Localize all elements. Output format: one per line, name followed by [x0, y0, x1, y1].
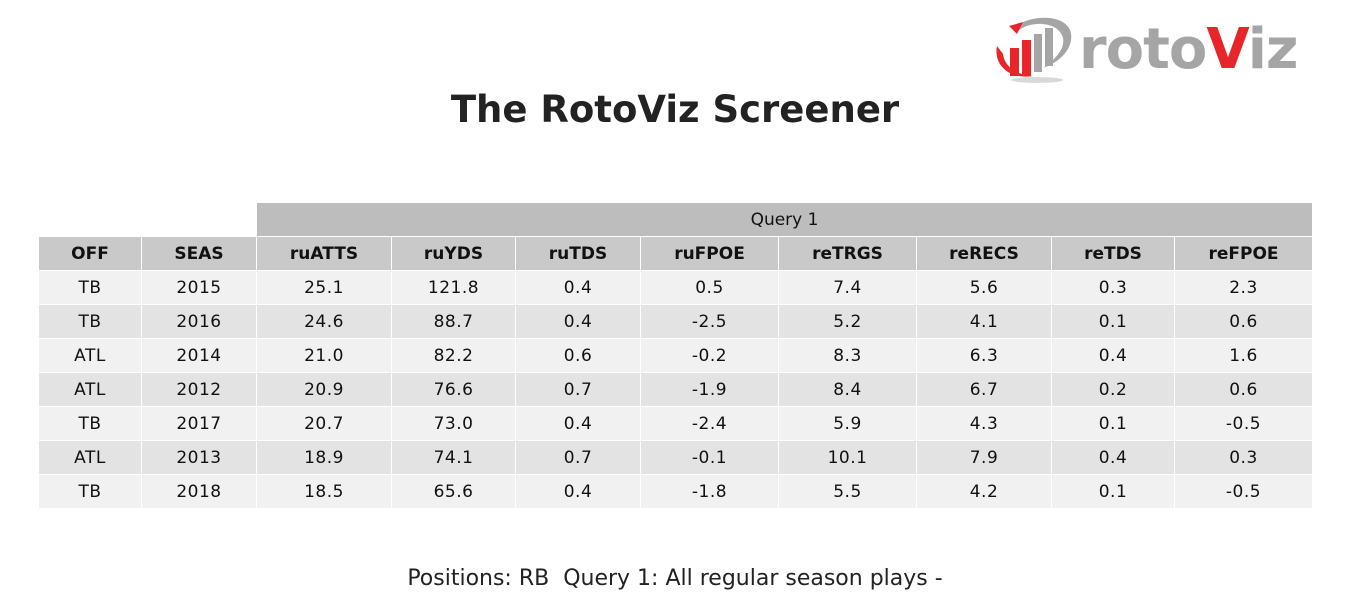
column-header-row: OFF SEAS ruATTS ruYDS ruTDS ruFPOE reTRGS reREC… [38, 236, 1314, 271]
table-cell: 0.4 [1051, 338, 1175, 373]
table-cell: -2.5 [640, 304, 779, 339]
table-cell: 0.6 [515, 338, 641, 373]
table-cell: 0.4 [515, 304, 641, 339]
table-cell: -0.1 [640, 440, 779, 475]
table-cell: ATL [38, 372, 142, 407]
column-header: ruATTS [256, 236, 392, 271]
column-header: ruTDS [515, 236, 641, 271]
table-cell: ATL [38, 338, 142, 373]
table-row: ATL 2012 20.9 76.6 0.7 -1.9 8.4 6.7 0.2 0.6 [38, 372, 1314, 407]
table-cell: 0.2 [1051, 372, 1175, 407]
table-row: TB 2015 25.1 121.8 0.4 0.5 7.4 5.6 0.3 2.3 [38, 270, 1314, 305]
table-cell: 2012 [141, 372, 257, 407]
table-cell: 18.9 [256, 440, 392, 475]
table-cell: 8.3 [778, 338, 917, 373]
column-header: ruYDS [391, 236, 516, 271]
table-cell: 6.3 [916, 338, 1052, 373]
column-header: OFF [38, 236, 142, 271]
table-cell: 24.6 [256, 304, 392, 339]
screener-table: Query 1 OFF SEAS ruATTS ruYDS ruTDS ruFPOE reT… [38, 202, 1314, 509]
column-header: reFPOE [1173, 236, 1314, 271]
table-cell: 0.3 [1173, 440, 1314, 475]
table-cell: 74.1 [391, 440, 516, 475]
table-cell: 0.7 [515, 440, 641, 475]
table-cell: 5.9 [778, 406, 917, 441]
table-cell: 1.6 [1173, 338, 1314, 373]
table-cell: ATL [38, 440, 142, 475]
table-row: TB 2017 20.7 73.0 0.4 -2.4 5.9 4.3 0.1 -0.5 [38, 406, 1314, 441]
table-row: TB 2018 18.5 65.6 0.4 -1.8 5.5 4.2 0.1 -0.5 [38, 474, 1314, 509]
table-cell: -2.4 [640, 406, 779, 441]
column-header: reRECS [916, 236, 1052, 271]
column-header: reTDS [1051, 236, 1175, 271]
table-cell: TB [38, 270, 142, 305]
table-cell: 82.2 [391, 338, 516, 373]
rotoviz-logo: rotoViz [993, 14, 1298, 86]
footer-note: Positions: RB Query 1: All regular seaso… [407, 566, 943, 591]
table-row: TB 2016 24.6 88.7 0.4 -2.5 5.2 4.1 0.1 0.6 [38, 304, 1314, 339]
group-header-blank [38, 202, 257, 237]
table-cell: 0.3 [1051, 270, 1175, 305]
logo-wordmark: rotoViz [1079, 17, 1298, 82]
table-cell: 88.7 [391, 304, 516, 339]
table-cell: 0.6 [1173, 304, 1314, 339]
table-cell: 0.6 [1173, 372, 1314, 407]
table-cell: 5.5 [778, 474, 917, 509]
table-cell: 0.4 [1051, 440, 1175, 475]
table-cell: 7.4 [778, 270, 917, 305]
table-cell: 0.1 [1051, 474, 1175, 509]
table-cell: 2017 [141, 406, 257, 441]
table-cell: 4.1 [916, 304, 1052, 339]
group-header-query: Query 1 [255, 202, 1314, 237]
table-cell: 10.1 [778, 440, 917, 475]
table-cell: 2.3 [1173, 270, 1314, 305]
table-cell: -1.9 [640, 372, 779, 407]
table-cell: 21.0 [256, 338, 392, 373]
table-cell: 2013 [141, 440, 257, 475]
table-cell: 4.3 [916, 406, 1052, 441]
column-header: reTRGS [778, 236, 917, 271]
table-cell: 20.9 [256, 372, 392, 407]
table-cell: TB [38, 304, 142, 339]
table-row: ATL 2013 18.9 74.1 0.7 -0.1 10.1 7.9 0.4 0.3 [38, 440, 1314, 475]
table-cell: 76.6 [391, 372, 516, 407]
table-cell: -1.8 [640, 474, 779, 509]
table-cell: -0.5 [1173, 406, 1314, 441]
column-header: SEAS [141, 236, 257, 271]
column-header: ruFPOE [640, 236, 779, 271]
table-cell: -0.2 [640, 338, 779, 373]
table-cell: 2014 [141, 338, 257, 373]
table-body: TB 2015 25.1 121.8 0.4 0.5 7.4 5.6 0.3 2.3 TB 2016 2… [38, 270, 1314, 509]
table-cell: TB [38, 406, 142, 441]
table-cell: 5.6 [916, 270, 1052, 305]
table-cell: 0.4 [515, 474, 641, 509]
table-cell: 2016 [141, 304, 257, 339]
page-title: The RotoViz Screener [450, 88, 900, 131]
table-cell: 2015 [141, 270, 257, 305]
table-cell: 6.7 [916, 372, 1052, 407]
table-cell: 121.8 [391, 270, 516, 305]
table-cell: 0.4 [515, 270, 641, 305]
table-cell: 18.5 [256, 474, 392, 509]
group-header-row: Query 1 [38, 202, 1314, 237]
table-cell: 0.4 [515, 406, 641, 441]
table-cell: 4.2 [916, 474, 1052, 509]
table-cell: 20.7 [256, 406, 392, 441]
table-row: ATL 2014 21.0 82.2 0.6 -0.2 8.3 6.3 0.4 1.6 [38, 338, 1314, 373]
table-cell: 0.1 [1051, 406, 1175, 441]
logo-bar-chart-icon [996, 17, 1072, 83]
table-cell: 5.2 [778, 304, 917, 339]
table-cell: TB [38, 474, 142, 509]
table-cell: -0.5 [1173, 474, 1314, 509]
table-cell: 8.4 [778, 372, 917, 407]
table-cell: 0.5 [640, 270, 779, 305]
table-cell: 0.1 [1051, 304, 1175, 339]
table-cell: 0.7 [515, 372, 641, 407]
table-cell: 7.9 [916, 440, 1052, 475]
table-cell: 2018 [141, 474, 257, 509]
table-cell: 25.1 [256, 270, 392, 305]
table-cell: 65.6 [391, 474, 516, 509]
table-cell: 73.0 [391, 406, 516, 441]
